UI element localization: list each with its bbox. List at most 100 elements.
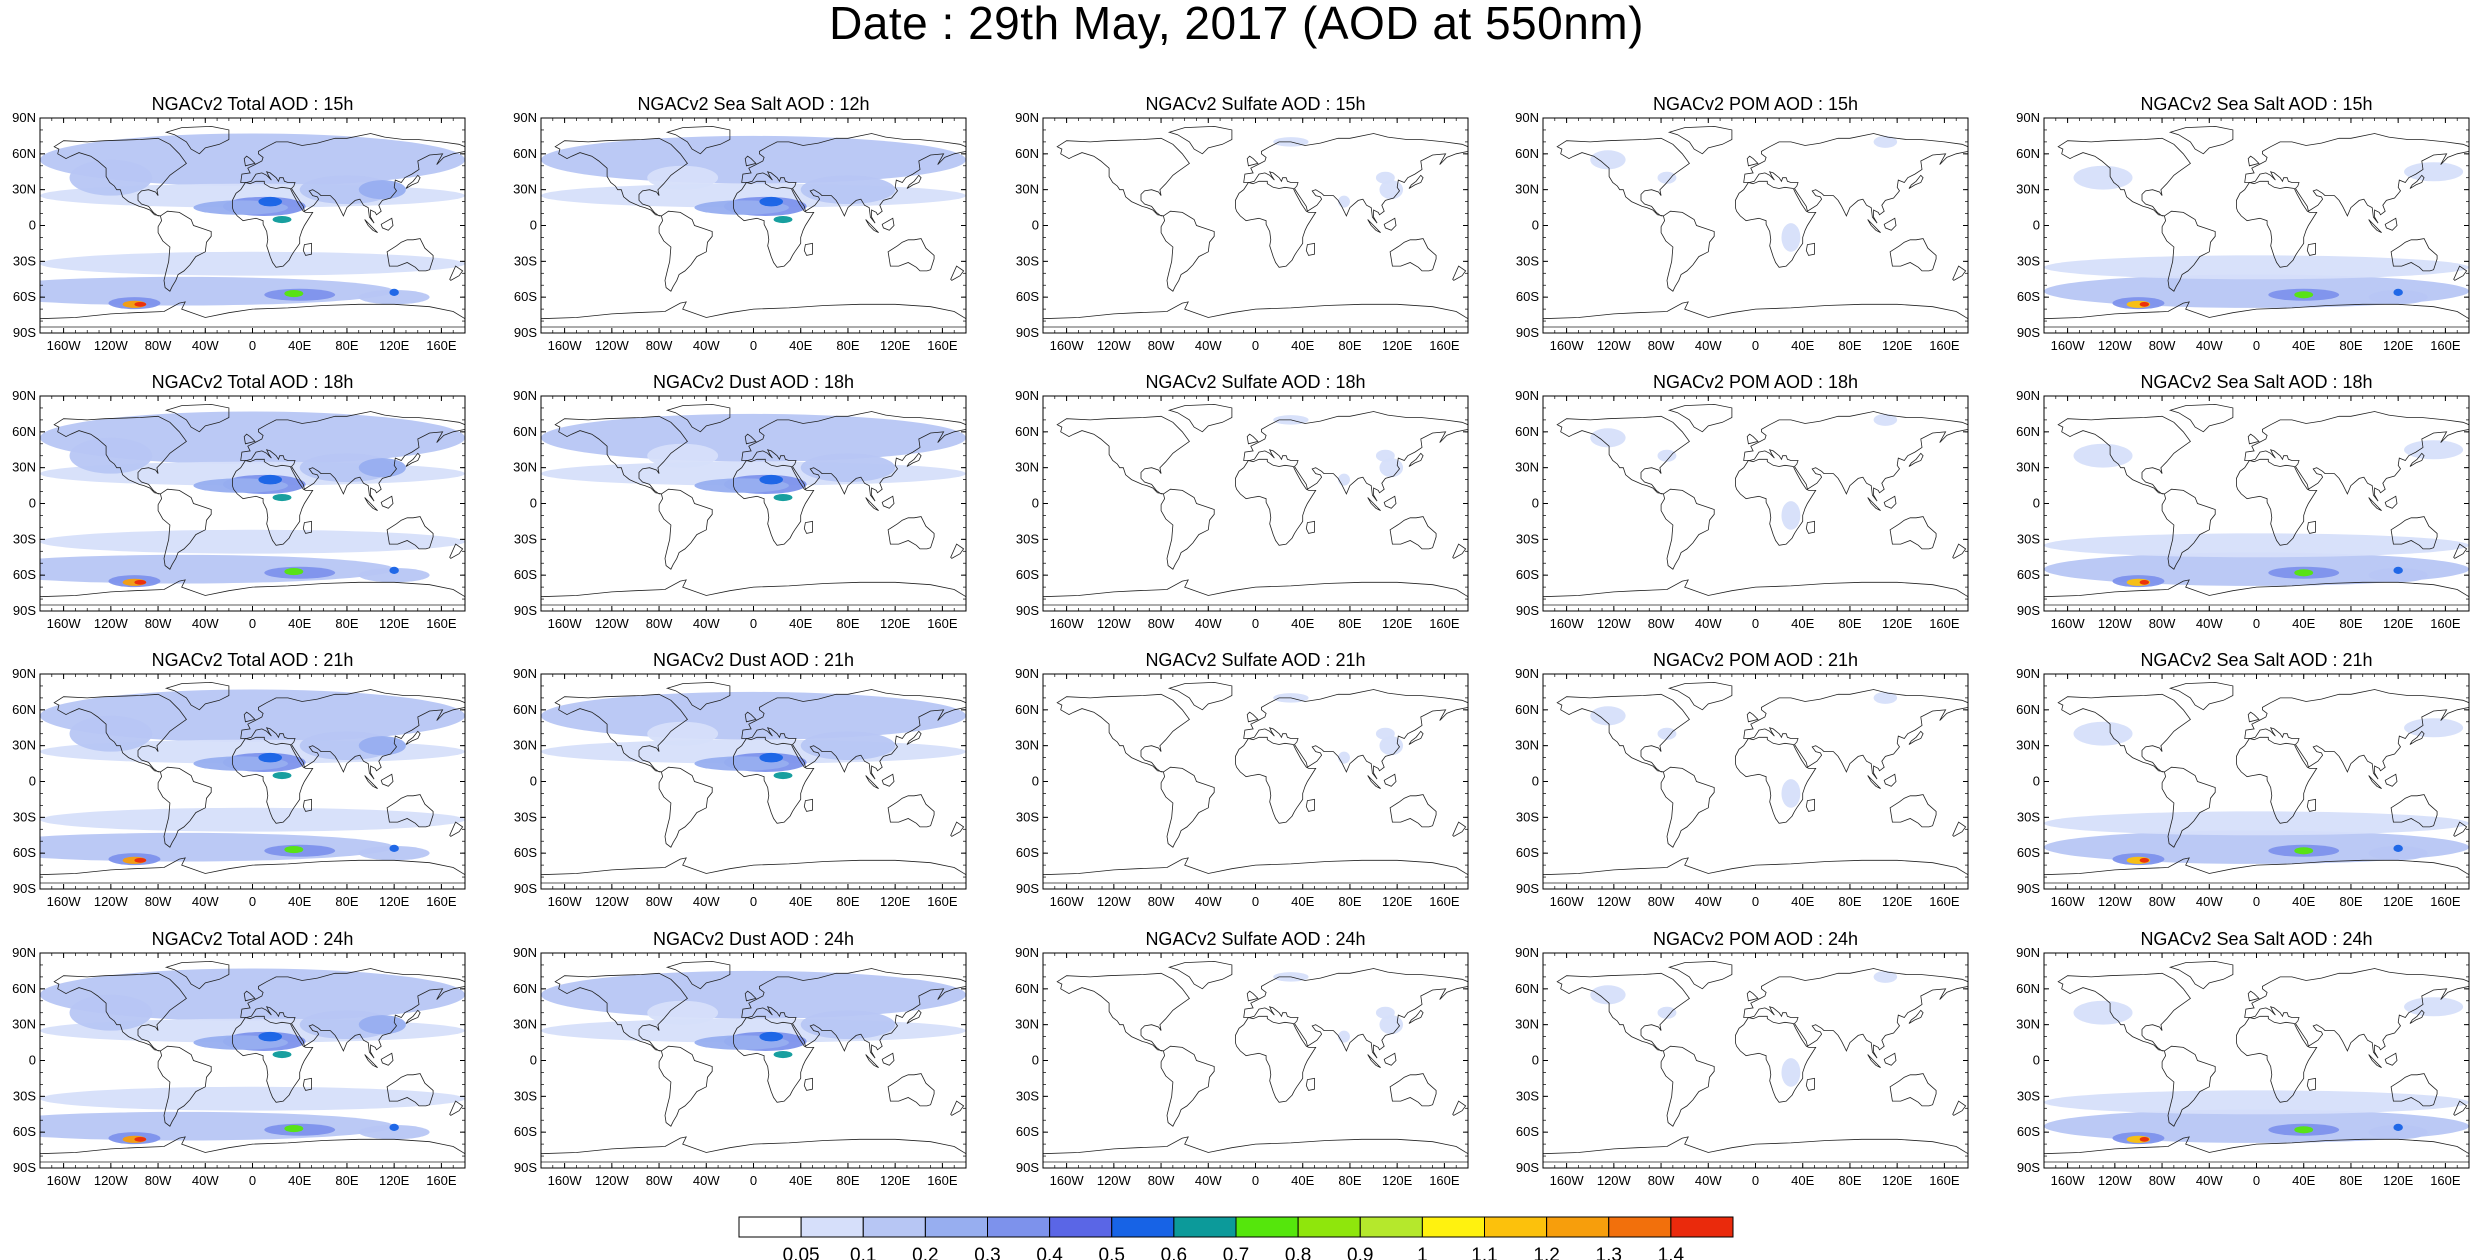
panel-title: NGACv2 POM AOD : 24h [1653, 929, 1858, 949]
coastline [744, 433, 757, 445]
coastline [2236, 736, 2318, 824]
lon-tick-label: 80W [646, 894, 673, 909]
colorbar-label: 0.6 [1161, 1245, 1187, 1260]
coastline [2306, 520, 2316, 534]
aod-field [800, 1010, 896, 1039]
lon-tick-label: 120E [1382, 338, 1413, 353]
coastline [865, 1054, 879, 1069]
lat-tick-label: 60N [1515, 981, 1539, 996]
lat-tick-label: 60S [514, 1124, 537, 1139]
lon-tick-label: 160E [1929, 894, 1960, 909]
lat-tick-label: 90S [2017, 1160, 2040, 1175]
panel-title: NGACv2 Total AOD : 21h [152, 650, 354, 670]
coastline [950, 265, 965, 281]
coastline [1056, 415, 1190, 495]
colorbar-label: 0.05 [783, 1245, 820, 1260]
aod-field [389, 1123, 399, 1131]
coastline [541, 857, 966, 884]
coastline [1735, 458, 1817, 546]
coastline [2244, 133, 2469, 224]
lat-tick-label: 60S [2017, 845, 2040, 860]
lat-tick-label: 60S [13, 1124, 36, 1139]
coastline [665, 403, 731, 433]
map-panel: NGACv2 Sea Salt AOD : 21h 90N 60N 30N 0 30S 60… [2016, 650, 2470, 909]
lat-tick-label: 60N [1015, 424, 1039, 439]
lat-tick-label: 60N [2016, 702, 2040, 717]
lon-tick-label: 40W [192, 616, 219, 631]
coastline [1883, 1052, 1897, 1066]
coastline [1805, 242, 1815, 256]
map-panel: NGACv2 Total AOD : 24h 90N 60N 30N 0 30S 60S 90… [12, 929, 466, 1188]
coastline [1867, 497, 1881, 512]
aod-field [2139, 1136, 2150, 1142]
coastline [2306, 1077, 2316, 1091]
coastline [1389, 1073, 1437, 1107]
lat-tick-label: 60S [1516, 289, 1539, 304]
lon-tick-label: 80W [1648, 1173, 1675, 1188]
coastline [243, 990, 256, 1002]
coastline [1452, 543, 1467, 559]
coastline [386, 516, 434, 550]
coastline [157, 1045, 212, 1127]
coastline [1246, 711, 1259, 723]
coastline [232, 1015, 314, 1103]
lon-tick-label: 80W [1148, 338, 1175, 353]
coastline [380, 773, 394, 787]
aod-field [2368, 1125, 2428, 1140]
lon-tick-label: 160W [1550, 616, 1585, 631]
map-panel: NGACv2 POM AOD : 15h 90N 60N 30N 0 30S 60S 90S 1… [1515, 94, 1969, 353]
coastline [1243, 411, 1468, 502]
lon-tick-label: 40W [1195, 338, 1222, 353]
coastline [164, 960, 230, 990]
coastline [1743, 411, 1968, 502]
lon-tick-label: 80E [836, 616, 859, 631]
lon-tick-label: 40W [693, 894, 720, 909]
aod-field [2393, 844, 2403, 852]
aod-field [1873, 970, 1898, 983]
map-panels: NGACv2 Total AOD : 15h 90N 60N 30N 0 30S 60S 90… [12, 94, 2470, 1188]
aod-field [40, 1086, 465, 1111]
aod-field [773, 493, 793, 502]
lon-tick-label: 80E [836, 894, 859, 909]
lat-tick-label: 30S [1516, 531, 1539, 546]
coastline [2390, 1073, 2438, 1107]
aod-field [1338, 1030, 1350, 1043]
lon-tick-label: 120W [94, 338, 129, 353]
coastline [658, 488, 713, 570]
coastline [887, 794, 935, 828]
coastline [1305, 520, 1315, 534]
coastline [2247, 155, 2260, 167]
lat-tick-label: 30N [2016, 738, 2040, 753]
panel-title: NGACv2 Sea Salt AOD : 12h [637, 94, 869, 114]
aod-field [1375, 1006, 1395, 1019]
coastline [302, 1077, 312, 1091]
coastline [240, 133, 465, 224]
lon-tick-label: 40W [693, 338, 720, 353]
coastline [1743, 968, 1968, 1059]
lon-tick-label: 160W [1050, 894, 1085, 909]
lon-tick-label: 40W [693, 1173, 720, 1188]
lat-tick-label: 0 [1032, 774, 1039, 789]
lat-tick-label: 30N [513, 738, 537, 753]
aod-field [2404, 718, 2464, 738]
coastline [1452, 821, 1467, 837]
lon-tick-label: 160W [1050, 338, 1085, 353]
coastline [1389, 516, 1437, 550]
lat-tick-label: 0 [1532, 218, 1539, 233]
lon-tick-label: 120W [94, 616, 129, 631]
lon-tick-label: 0 [2253, 1173, 2260, 1188]
lat-tick-label: 30S [13, 1088, 36, 1103]
lon-tick-label: 120E [379, 616, 410, 631]
aod-field [2044, 1090, 2469, 1115]
lon-tick-label: 160E [426, 894, 457, 909]
lat-tick-label: 30S [2017, 253, 2040, 268]
aod-field [2404, 440, 2464, 460]
coastline [405, 452, 421, 467]
coastline [1167, 403, 1233, 433]
coastline [1408, 452, 1424, 467]
lon-tick-label: 40W [2196, 1173, 2223, 1188]
coastline [744, 990, 757, 1002]
coastline [1043, 857, 1468, 884]
coastline [2409, 730, 2425, 745]
lat-tick-label: 30S [2017, 531, 2040, 546]
